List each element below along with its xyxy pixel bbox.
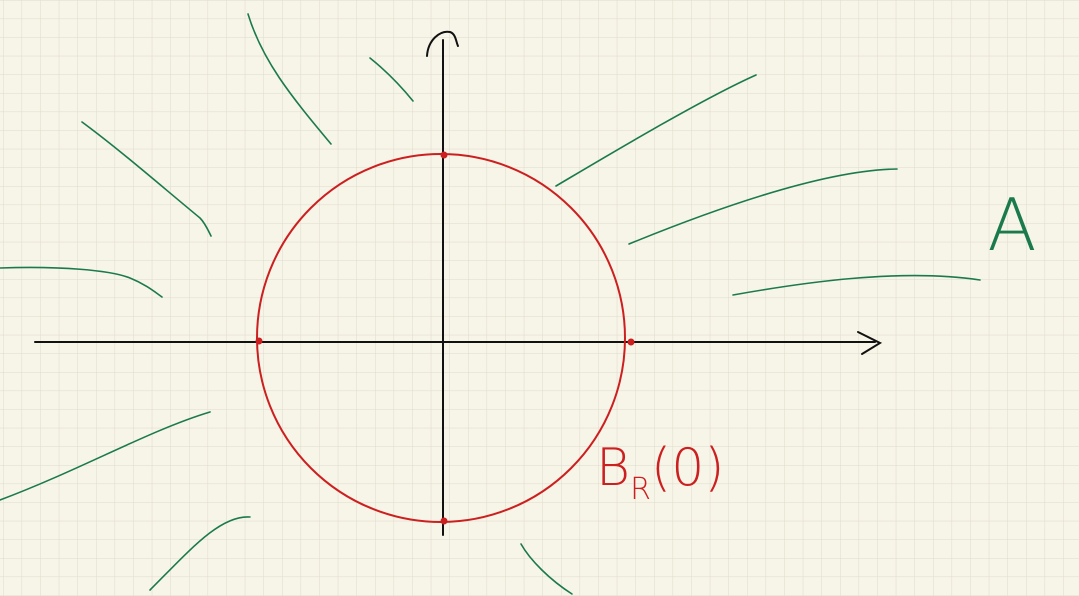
axes (34, 30, 883, 536)
region-label: A (987, 183, 1036, 267)
stroke (732, 274, 981, 296)
stroke (628, 168, 898, 245)
stroke (555, 74, 757, 187)
y-arrow (426, 30, 459, 57)
stroke (247, 13, 332, 145)
set-label-main: B (596, 438, 630, 498)
point (255, 337, 263, 345)
stroke (81, 121, 212, 237)
point (440, 151, 448, 159)
stroke (149, 516, 251, 591)
set-label-subscript: R (630, 472, 651, 507)
stroke (369, 57, 414, 102)
stroke (0, 411, 211, 501)
stroke (520, 543, 573, 595)
x-arrow (857, 331, 883, 355)
set-label-argument: (0) (651, 438, 725, 498)
point (627, 338, 635, 346)
green-strokes (0, 13, 981, 595)
point (440, 517, 448, 525)
stroke (0, 266, 163, 298)
circle-points (255, 151, 635, 525)
set-label: BR(0) (596, 438, 725, 507)
